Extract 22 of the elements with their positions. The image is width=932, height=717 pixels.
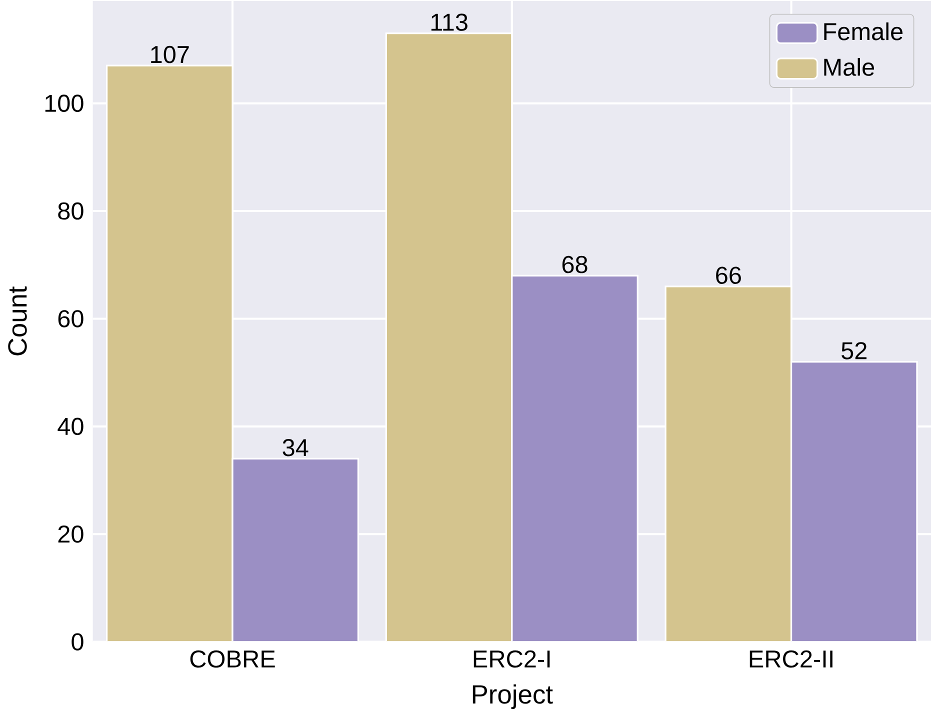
y-tick-label: 40: [58, 418, 84, 435]
y-tick-label: 0: [72, 633, 84, 650]
bar: [664, 286, 792, 642]
data-label: 66: [716, 266, 741, 284]
y-tick-label: 60: [58, 310, 84, 328]
x-tick-label: ERC2-I: [474, 650, 550, 668]
bar: [106, 64, 234, 642]
legend-label: Female: [824, 22, 903, 40]
data-label: 34: [282, 438, 308, 456]
y-tick-label: 20: [58, 525, 84, 543]
x-tick-label: COBRE: [190, 650, 275, 668]
legend-label: Male: [824, 58, 874, 76]
bar: [385, 32, 513, 642]
data-label: 107: [151, 46, 189, 64]
data-label: 52: [842, 342, 866, 360]
data-label: 68: [562, 256, 588, 274]
y-axis-title: Count: [8, 286, 27, 356]
data-label: 113: [431, 14, 468, 31]
y-tick-label: 80: [58, 202, 84, 220]
x-axis-title: Project: [472, 684, 553, 709]
x-tick-label: ERC2-II: [750, 650, 832, 668]
y-tick-label: 100: [45, 94, 84, 112]
